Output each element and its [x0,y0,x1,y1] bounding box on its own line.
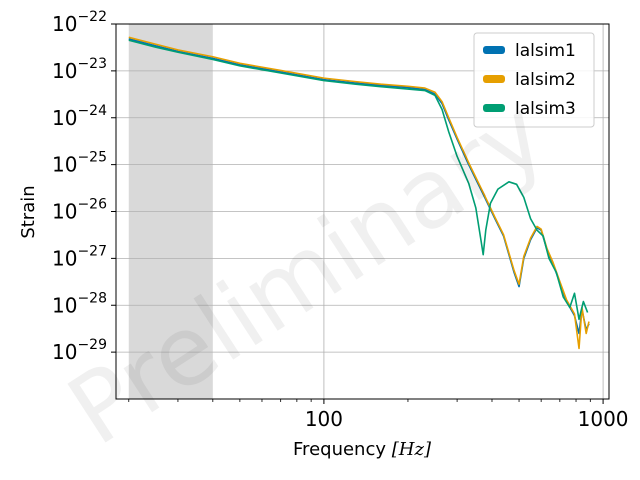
x-axis-label-text: Frequency [293,439,386,460]
legend-label-lalsim2: lalsim2 [515,70,576,90]
y-tick-label: 10−29 [52,337,107,364]
x-tick-label: 1000 [578,407,629,431]
legend-swatch-lalsim1 [483,46,505,54]
y-axis-label: Strain [18,185,39,238]
y-tick-label: 10−26 [52,197,107,224]
legend-box [473,32,595,128]
y-tick-label: 10−27 [52,243,107,270]
legend-swatch-lalsim2 [483,75,505,83]
legend-swatch-lalsim3 [483,104,505,112]
y-tick-label: 10−24 [52,103,107,130]
y-tick-label: 10−22 [52,9,107,36]
series-line-lalsim3 [128,39,589,321]
y-tick-label: 10−25 [52,150,107,177]
x-axis-label-unit: [Hz] [392,439,432,460]
x-tick-label: 100 [305,407,343,431]
x-axis-label: Frequency [Hz] [293,439,432,460]
y-tick-label: 10−28 [52,290,107,317]
series-line-lalsim2 [128,36,590,350]
y-tick-label: 10−23 [52,56,107,83]
legend-label-lalsim1: lalsim1 [515,41,576,61]
legend-label-lalsim3: lalsim3 [515,99,576,119]
